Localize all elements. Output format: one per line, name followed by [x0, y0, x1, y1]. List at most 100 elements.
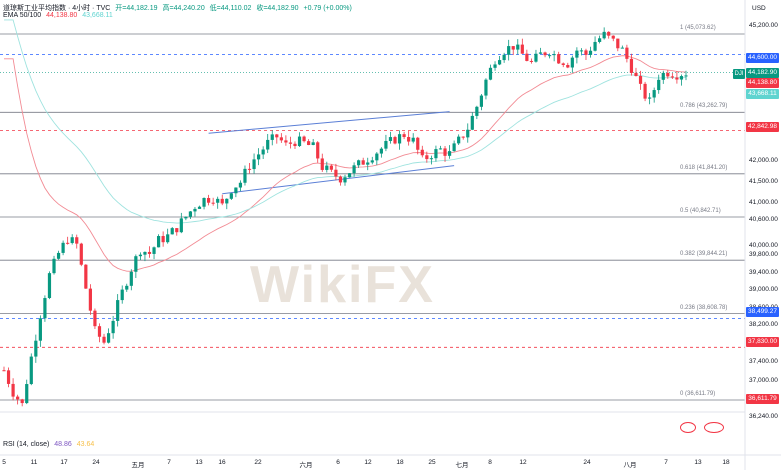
candle: [106, 328, 111, 344]
candle-body: [102, 336, 106, 343]
candle-body: [179, 218, 183, 233]
candle: [75, 234, 79, 249]
candle-body: [143, 251, 147, 255]
candle-body: [284, 140, 288, 143]
candle: [93, 308, 97, 330]
candle: [138, 252, 142, 260]
candle-body: [302, 136, 306, 142]
candle-body: [443, 148, 447, 156]
candle-body: [334, 169, 338, 177]
price-tick: 40,000.00: [749, 242, 778, 249]
candle: [675, 71, 679, 84]
candle: [16, 394, 20, 405]
candle-body: [620, 47, 624, 49]
candle-body: [307, 141, 311, 146]
price-badge: 44,182.90: [746, 68, 779, 78]
candle-body: [202, 197, 206, 207]
ema-legend: EMA 50/100 44,138.80 43,668.11: [3, 12, 116, 19]
candle-body: [652, 90, 656, 98]
time-tick: 24: [583, 459, 591, 466]
time-tick: 八月: [623, 462, 637, 469]
candle-body: [193, 208, 197, 212]
candle: [302, 135, 306, 143]
rsi-legend: RSI (14, close) 48.86 43.64: [3, 441, 97, 448]
candle: [243, 165, 247, 186]
candle: [520, 38, 524, 54]
candle: [397, 130, 402, 150]
candle: [234, 187, 238, 198]
fib-label: 0 (36,611.79): [680, 391, 716, 397]
candle-body: [347, 173, 352, 178]
candle-body: [625, 47, 629, 59]
candle: [120, 285, 124, 304]
candle-body: [393, 137, 397, 144]
candle-body: [634, 72, 638, 77]
candle: [438, 145, 443, 150]
price-tick: 39,000.00: [749, 286, 778, 293]
candle: [457, 134, 461, 145]
candle-body: [520, 44, 524, 54]
candle-body: [638, 76, 643, 84]
candle-body: [29, 356, 33, 385]
candle-body: [425, 155, 429, 160]
candle: [588, 46, 593, 58]
candle-body: [66, 242, 70, 244]
symbol-title: 道琼斯工业平均指数 · 4小时 · TVC: [3, 5, 111, 12]
candle-body: [34, 340, 38, 357]
candle: [11, 378, 15, 401]
time-tick: 8: [488, 459, 492, 466]
candle: [134, 254, 138, 278]
low-value: 低=44,110.02: [209, 5, 252, 12]
candle: [625, 44, 629, 63]
fib-label: 0.5 (40,842.71): [680, 207, 721, 214]
candle: [275, 133, 279, 144]
candle-body: [602, 31, 606, 39]
candle-body: [38, 318, 42, 341]
candle-body: [211, 202, 215, 204]
candle: [56, 250, 61, 260]
candle-body: [25, 384, 29, 404]
candle: [361, 157, 365, 165]
time-tick: 17: [60, 459, 68, 466]
candle-body: [70, 237, 74, 244]
candle: [211, 197, 215, 206]
candle-body: [566, 64, 570, 68]
time-tick: 六月: [299, 462, 313, 469]
candle-body: [325, 165, 329, 170]
candle-body: [461, 136, 465, 138]
candle-body: [670, 76, 674, 78]
candle: [379, 147, 383, 158]
candle: [466, 123, 470, 143]
candle: [284, 135, 288, 146]
candle: [470, 112, 474, 131]
candle-body: [47, 273, 52, 299]
candle: [102, 333, 106, 345]
us-flag-icon[interactable]: [680, 422, 696, 433]
candle: [97, 323, 102, 343]
candle: [279, 133, 283, 143]
candle: [684, 70, 688, 81]
candle-body: [270, 134, 274, 140]
price-tick: 39,800.00: [749, 251, 778, 258]
candle: [116, 294, 120, 327]
candle: [529, 58, 534, 64]
candle-body: [279, 137, 283, 141]
candle: [434, 145, 438, 162]
candle: [497, 56, 502, 66]
candle-body: [588, 50, 593, 55]
symbol-legend: 道琼斯工业平均指数 · 4小时 · TVC 开=44,182.19 高=44,2…: [3, 3, 355, 13]
candle-body: [616, 38, 620, 49]
time-tick: 七月: [455, 462, 469, 469]
events-flag-icon[interactable]: [704, 422, 724, 433]
candle-body: [120, 289, 124, 301]
candle-body: [397, 134, 402, 144]
candle-body: [188, 211, 193, 217]
candle: [2, 366, 6, 372]
time-tick: 25: [428, 459, 436, 466]
candle: [393, 135, 397, 145]
candle: [29, 353, 33, 386]
candle: [502, 52, 506, 63]
candle: [166, 228, 170, 244]
candle: [375, 152, 379, 166]
